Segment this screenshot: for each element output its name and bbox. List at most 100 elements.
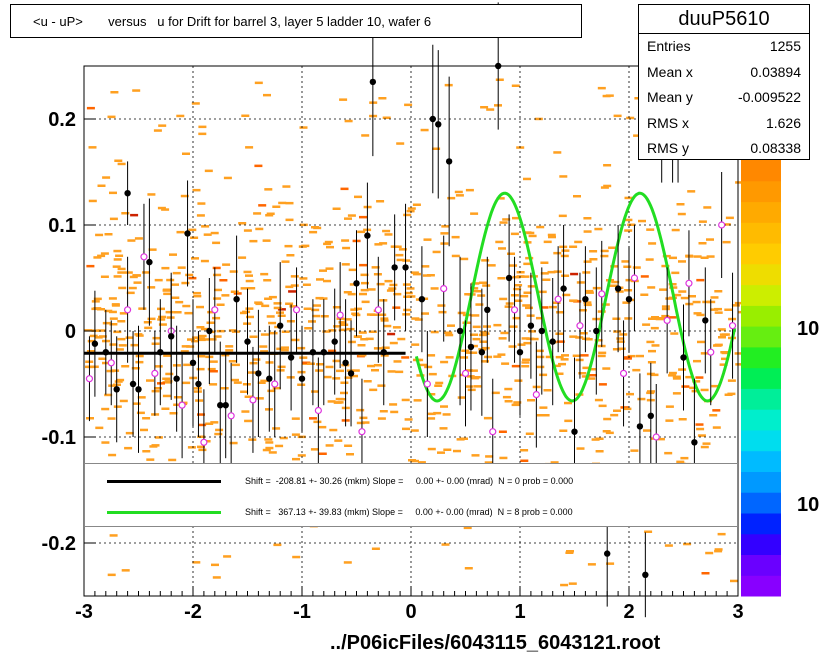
histogram-cell <box>484 461 493 464</box>
histogram-cell <box>470 212 479 215</box>
histogram-cell <box>451 235 460 239</box>
histogram-cell <box>547 233 556 237</box>
stats-value: 0.03894 <box>750 63 801 80</box>
histogram-cell <box>258 204 267 207</box>
histogram-cell <box>556 340 565 343</box>
histogram-cell <box>200 327 209 331</box>
histogram-cell <box>351 312 360 315</box>
profile-point <box>680 354 687 361</box>
open-point <box>227 412 235 420</box>
histogram-cell <box>308 320 316 323</box>
histogram-cell <box>402 313 411 316</box>
profile-point <box>402 264 409 271</box>
open-point <box>374 306 382 314</box>
histogram-cell <box>440 242 449 245</box>
histogram-cell <box>511 403 520 407</box>
histogram-cell <box>509 325 518 328</box>
histogram-cell <box>701 572 710 575</box>
histogram-cell <box>442 413 451 416</box>
histogram-cell <box>543 389 552 392</box>
histogram-cell <box>498 337 507 340</box>
histogram-cell <box>196 337 205 340</box>
histogram-cell <box>221 294 230 297</box>
x-tick-label: -2 <box>184 601 202 623</box>
profile-point <box>478 349 486 356</box>
histogram-cell <box>240 390 249 393</box>
histogram-cell <box>651 344 660 347</box>
histogram-cell <box>440 405 448 408</box>
histogram-cell <box>198 423 207 427</box>
histogram-cell <box>325 444 334 447</box>
histogram-cell <box>703 206 712 209</box>
histogram-cell <box>163 354 172 357</box>
histogram-cell <box>412 272 421 276</box>
profile-point <box>91 340 99 347</box>
profile-point <box>320 349 327 356</box>
histogram-cell <box>471 282 480 285</box>
histogram-cell <box>117 271 126 274</box>
histogram-cell <box>319 269 327 272</box>
histogram-cell <box>433 411 442 415</box>
open-point <box>707 348 715 356</box>
histogram-cell <box>427 417 436 420</box>
histogram-cell <box>348 268 357 272</box>
histogram-cell <box>616 337 625 340</box>
histogram-cell <box>384 279 393 283</box>
histogram-cell <box>164 380 173 383</box>
histogram-cell <box>263 279 272 282</box>
profile-point <box>353 280 360 287</box>
histogram-cell <box>624 218 633 222</box>
histogram-cell <box>210 421 219 424</box>
open-point <box>489 428 497 436</box>
histogram-cell <box>730 579 738 583</box>
histogram-cell <box>302 361 311 364</box>
histogram-cell <box>381 346 390 349</box>
open-point <box>652 433 660 441</box>
histogram-cell <box>386 289 395 292</box>
histogram-cell <box>393 360 402 363</box>
histogram-cell <box>712 409 721 412</box>
histogram-cell <box>299 356 308 359</box>
histogram-cell <box>244 419 253 423</box>
histogram-cell <box>301 244 310 248</box>
histogram-cell <box>583 230 592 233</box>
histogram-cell <box>479 340 488 343</box>
histogram-cell <box>566 550 574 553</box>
histogram-cell <box>192 188 201 192</box>
histogram-cell <box>509 264 518 267</box>
histogram-cell <box>157 307 165 311</box>
histogram-cell <box>613 114 622 118</box>
histogram-cell <box>457 396 466 399</box>
histogram-cell <box>356 408 365 412</box>
histogram-cell <box>269 331 278 335</box>
histogram-cell <box>359 215 367 219</box>
histogram-cell <box>138 307 147 310</box>
histogram-cell <box>104 233 113 236</box>
histogram-cell <box>439 427 448 430</box>
histogram-cell <box>343 318 352 321</box>
histogram-cell <box>146 379 154 382</box>
histogram-cell <box>393 245 402 248</box>
histogram-cell <box>244 395 253 398</box>
histogram-cell <box>602 430 611 433</box>
histogram-cell <box>512 216 520 220</box>
histogram-cell <box>196 326 205 329</box>
histogram-cell <box>559 429 568 432</box>
histogram-cell <box>555 355 564 359</box>
histogram-cell <box>401 398 410 402</box>
open-point <box>718 221 726 229</box>
histogram-cell <box>559 175 568 178</box>
open-point <box>728 322 737 330</box>
histogram-cell <box>504 387 513 391</box>
histogram-cell <box>212 241 221 245</box>
histogram-cell <box>435 381 444 385</box>
histogram-cell <box>626 116 635 120</box>
histogram-cell <box>260 350 269 353</box>
histogram-cell <box>396 258 405 262</box>
stats-row-rms-y: RMS y 0.08338 <box>639 136 809 162</box>
histogram-cell <box>200 259 209 263</box>
histogram-cell <box>497 353 506 356</box>
open-point <box>510 306 519 314</box>
histogram-cell <box>437 304 446 307</box>
